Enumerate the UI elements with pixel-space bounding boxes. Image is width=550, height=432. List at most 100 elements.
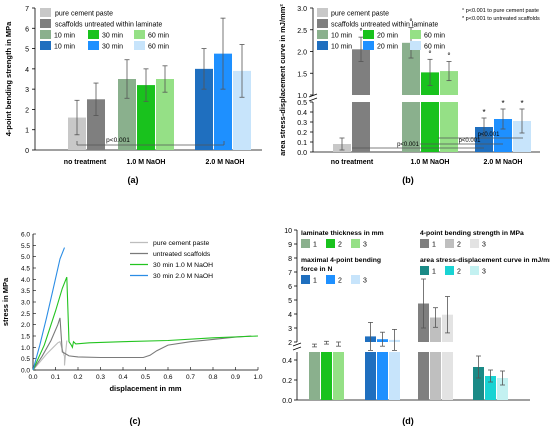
bar-upper	[402, 42, 420, 95]
panel-a: 0 1 2 3 4 5 6 7 4-point bending strength in MPa n…	[4, 6, 262, 185]
bar-lower	[418, 352, 429, 400]
legend-label: 10 min	[331, 33, 352, 40]
legend-number: 2	[338, 278, 342, 285]
error-bar	[445, 296, 450, 334]
legend-swatch	[40, 41, 51, 50]
axis-break	[308, 97, 318, 102]
bar-lower	[365, 352, 376, 400]
significance-label: p<0.001	[397, 142, 420, 148]
y-axis-label: 4-point bending strength in MPa	[4, 21, 13, 136]
legend-label: scaffolds untreated within laminate	[55, 22, 162, 29]
bar	[233, 70, 251, 150]
significance-mark: *	[501, 99, 504, 108]
legend-label: 60 min	[148, 44, 169, 51]
y-tick-label: 0.2	[282, 378, 292, 385]
y-tick-label: 0.5	[21, 356, 30, 363]
bar-lower	[321, 352, 332, 400]
legend-swatch	[326, 275, 335, 284]
y-tick-label: 0.5	[297, 100, 307, 107]
significance-note: ° p<0.001 to pure cement paste	[462, 8, 539, 14]
y-tick-label: 1.5	[297, 71, 307, 78]
y-tick-label: 0.0	[282, 398, 292, 405]
group-label: 1.0 M NaOH	[127, 159, 166, 166]
bar	[118, 79, 136, 150]
error-bar	[124, 59, 130, 99]
bar-lower	[440, 102, 458, 152]
y-tick-label: 2.5	[297, 28, 307, 35]
y-tick-label: 4.5	[21, 266, 30, 273]
bar-upper	[430, 317, 441, 342]
y-tick-label: 4	[288, 312, 292, 319]
legend-swatch	[134, 30, 145, 39]
series-line	[32, 276, 259, 371]
y-tick-label: 2.5	[21, 311, 30, 318]
error-bar	[239, 44, 245, 98]
error-bar	[324, 340, 329, 345]
legend-label: 30 min	[102, 33, 123, 40]
legend-number: 1	[432, 269, 436, 276]
bar-lower	[402, 102, 420, 152]
error-bar	[312, 343, 317, 348]
legend-label: 10 min	[331, 44, 352, 51]
bar	[87, 99, 105, 150]
x-tick-label: 0.8	[208, 374, 217, 381]
y-tick-label: 5	[288, 298, 292, 305]
bar-lower	[389, 352, 400, 400]
legend-number: 3	[363, 278, 367, 285]
legend-title: maximal 4-point bending	[301, 257, 381, 264]
y-tick-label: 2.0	[21, 322, 30, 329]
legend-label: 60 min	[424, 33, 445, 40]
legend-number: 1	[313, 278, 317, 285]
legend-swatch	[445, 266, 454, 275]
error-bar	[368, 321, 373, 351]
significance-mark: °	[447, 52, 450, 61]
bar	[195, 68, 213, 150]
group-label: no treatment	[331, 159, 374, 166]
legend-swatch	[410, 41, 421, 50]
y-tick-label: 10	[284, 228, 292, 235]
panel-label: (c)	[130, 416, 141, 426]
bar-lower	[442, 352, 453, 400]
x-tick-label: 0.1	[51, 374, 60, 381]
error-bar	[201, 48, 207, 90]
legend-swatch	[445, 239, 454, 248]
legend-number: 2	[457, 242, 461, 249]
y-tick-label: 0.4	[282, 358, 292, 365]
axis-break	[292, 342, 302, 347]
significance-label: p<0.001	[106, 137, 130, 144]
error-bar	[500, 370, 505, 386]
y-tick-label: 0.4	[297, 110, 307, 117]
x-tick-label: 1.0	[253, 374, 262, 381]
bar	[473, 367, 484, 400]
legend-swatch	[317, 8, 328, 17]
error-bar	[446, 61, 452, 82]
x-axis-label: displacement in mm	[109, 384, 181, 393]
bar-upper	[352, 49, 370, 95]
error-bar	[500, 108, 506, 130]
axis-break	[292, 346, 302, 351]
bar-lower	[333, 352, 344, 400]
group-label: no treatment	[64, 159, 107, 166]
y-tick-label: 3	[25, 87, 29, 94]
y-tick-label: 0.0	[297, 150, 307, 157]
series-line	[32, 317, 252, 371]
legend-swatch	[351, 239, 360, 248]
y-tick-label: 2	[25, 107, 29, 114]
legend-label: scaffolds untreated within laminate	[331, 22, 438, 29]
legend-swatch	[88, 30, 99, 39]
legend-swatch	[420, 239, 429, 248]
error-bar	[380, 331, 385, 347]
x-tick-label: 0.6	[163, 374, 172, 381]
y-tick-label: 0.0	[21, 368, 30, 375]
legend-number: 3	[482, 269, 486, 276]
y-tick-label: 7	[25, 6, 29, 13]
bar-lower	[430, 352, 441, 400]
error-bar	[488, 369, 493, 383]
legend-swatch	[317, 19, 328, 28]
y-tick-label: 4	[25, 67, 29, 74]
significance-note: * p<0.001 to untreated scaffolds	[462, 16, 540, 22]
x-tick-label: 0.2	[73, 374, 82, 381]
group-label: 1.0 M NaOH	[411, 159, 450, 166]
legend-label: 30 min 2.0 M NaOH	[153, 273, 213, 280]
legend-label: pure cement paste	[55, 11, 113, 18]
